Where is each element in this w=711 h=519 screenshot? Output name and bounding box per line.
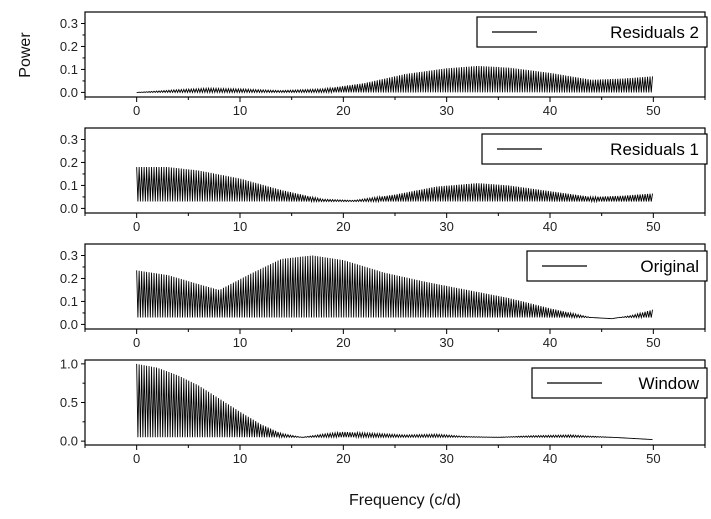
y-tick-label: 0.3 [60, 16, 78, 31]
legend-label: Residuals 1 [610, 140, 699, 159]
x-tick-label: 10 [233, 219, 247, 234]
x-tick-label: 50 [646, 451, 660, 466]
x-tick-label: 40 [543, 335, 557, 350]
panel-3: 0 10 20 30 40 50 0.0 0.5 1.0 Window Frequency (c/d… [60, 356, 708, 509]
x-tick-label: 20 [336, 335, 350, 350]
y-tick-label: 0.2 [60, 271, 78, 286]
x-tick-label: 20 [336, 219, 350, 234]
x-tick-label: 10 [233, 103, 247, 118]
y-tick-label: 0.1 [60, 294, 78, 309]
x-tick-label: 0 [133, 103, 140, 118]
y-tick-label: 0.3 [60, 248, 78, 263]
panel-2: 0 10 20 30 40 50 0.0 0.1 0.2 0.3 Original [60, 243, 708, 350]
legend-label: Residuals 2 [610, 23, 699, 42]
x-tick-label: 50 [646, 103, 660, 118]
panel-0: 0 10 20 30 40 50 0.0 0.1 0.2 0.3 Residuals 2 Power [17, 11, 708, 118]
x-tick-label: 10 [233, 335, 247, 350]
y-tick-label: 1.0 [60, 356, 78, 371]
x-tick-label: 20 [336, 103, 350, 118]
x-tick-label: 20 [336, 451, 350, 466]
x-tick-label: 0 [133, 335, 140, 350]
x-tick-label: 30 [439, 103, 453, 118]
y-tick-label: 0.2 [60, 39, 78, 54]
y-tick-label: 0.5 [60, 395, 78, 410]
series-trace [136, 255, 653, 320]
series-trace [136, 167, 653, 204]
legend-label: Original [640, 257, 699, 276]
y-tick-label: 0.1 [60, 62, 78, 77]
y-tick-label: 0.0 [60, 85, 78, 100]
x-tick-label: 0 [133, 219, 140, 234]
panel-1: 0 10 20 30 40 50 0.0 0.1 0.2 0.3 Residuals 1 [60, 127, 708, 234]
x-tick-label: 30 [439, 219, 453, 234]
series-trace [136, 66, 653, 95]
x-tick-label: 10 [233, 451, 247, 466]
y-tick-label: 0.1 [60, 178, 78, 193]
legend-label: Window [639, 374, 700, 393]
x-tick-label: 30 [439, 335, 453, 350]
x-tick-label: 50 [646, 335, 660, 350]
series-trace [136, 363, 653, 440]
x-tick-label: 50 [646, 219, 660, 234]
y-tick-label: 0.0 [60, 317, 78, 332]
x-tick-label: 40 [543, 451, 557, 466]
x-tick-label: 40 [543, 219, 557, 234]
x-tick-label: 40 [543, 103, 557, 118]
x-axis-title: Frequency (c/d) [349, 492, 461, 509]
y-tick-label: 0.0 [60, 434, 78, 449]
y-tick-label: 0.0 [60, 201, 78, 216]
x-tick-label: 0 [133, 451, 140, 466]
y-tick-label: 0.2 [60, 155, 78, 170]
y-tick-label: 0.3 [60, 132, 78, 147]
y-axis-title: Power [17, 32, 34, 78]
x-tick-label: 30 [439, 451, 453, 466]
legend-box [531, 367, 708, 399]
